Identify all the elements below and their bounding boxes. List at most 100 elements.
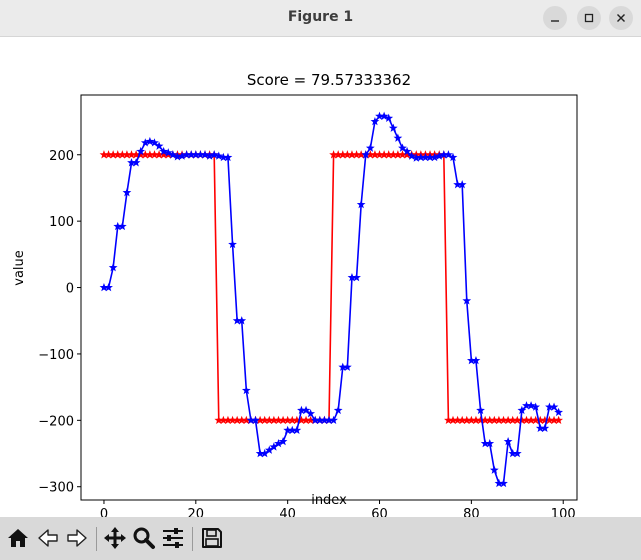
series-layer — [99, 111, 563, 488]
data-point-marker — [352, 150, 361, 159]
data-point-marker — [535, 423, 545, 433]
data-point-marker — [485, 415, 495, 425]
data-point-marker — [214, 151, 224, 160]
data-point-marker — [163, 148, 173, 157]
y-tick-label: −200 — [38, 414, 74, 429]
close-icon — [617, 14, 625, 22]
data-point-marker — [398, 143, 407, 152]
data-point-marker — [145, 150, 155, 159]
data-point-marker — [554, 415, 563, 425]
data-point-marker — [297, 405, 306, 415]
toolbar-separator — [96, 527, 97, 551]
data-point-marker — [517, 415, 527, 425]
data-point-marker — [485, 438, 495, 448]
data-point-marker — [260, 415, 270, 425]
y-tick-label: 200 — [49, 149, 74, 164]
data-point-marker — [549, 402, 559, 411]
data-point-marker — [292, 415, 302, 425]
data-point-marker — [375, 111, 384, 120]
data-point-marker — [145, 136, 155, 146]
prediction-series — [99, 111, 563, 488]
data-point-marker — [287, 425, 297, 435]
data-point-marker — [370, 116, 380, 126]
data-point-marker — [430, 152, 439, 162]
data-point-marker — [113, 221, 123, 231]
x-tick-label: 20 — [188, 507, 205, 517]
data-point-marker — [251, 415, 260, 425]
x-tick-label: 100 — [551, 507, 576, 517]
figure-canvas[interactable]: Score = 79.57333362 0 20 40 60 80 100 −300 −20… — [0, 37, 641, 522]
maximize-button[interactable] — [577, 6, 601, 30]
data-point-marker — [223, 152, 233, 162]
pan-button[interactable] — [102, 525, 128, 551]
data-point-marker — [503, 436, 513, 446]
data-point-marker — [338, 150, 348, 159]
data-point-marker — [237, 415, 247, 425]
configure-subplots-button[interactable] — [160, 525, 186, 551]
toolbar-separator — [192, 527, 193, 551]
save-button[interactable] — [199, 525, 225, 551]
data-point-marker — [467, 415, 476, 425]
home-button[interactable] — [5, 525, 31, 551]
data-point-marker — [140, 138, 150, 147]
data-point-marker — [306, 409, 315, 418]
data-point-marker — [269, 442, 279, 451]
data-point-marker — [453, 415, 462, 425]
data-point-marker — [274, 438, 283, 448]
data-point-marker — [448, 152, 458, 162]
data-point-marker — [131, 150, 141, 159]
data-point-marker — [117, 150, 127, 159]
y-tick-label: 0 — [66, 282, 74, 297]
data-point-marker — [182, 150, 191, 159]
data-point-marker — [278, 415, 288, 425]
data-point-marker — [113, 150, 123, 159]
x-tick-label: 0 — [100, 507, 108, 517]
data-point-marker — [402, 146, 412, 156]
data-point-marker — [264, 415, 274, 425]
data-point-marker — [512, 415, 522, 425]
data-point-marker — [343, 150, 352, 159]
data-point-marker — [154, 150, 164, 159]
data-point-marker — [531, 415, 541, 425]
data-point-marker — [499, 415, 508, 425]
data-point-marker — [108, 150, 118, 159]
data-point-marker — [444, 415, 453, 425]
data-point-marker — [347, 150, 357, 159]
window-title: Figure 1 — [287, 9, 354, 25]
navigation-toolbar — [0, 517, 641, 560]
data-point-marker — [407, 151, 417, 160]
data-point-marker — [196, 150, 205, 159]
data-point-marker — [122, 150, 132, 159]
data-point-marker — [480, 415, 490, 425]
data-point-marker — [554, 407, 563, 417]
data-point-marker — [535, 415, 545, 425]
save-floppy-icon — [202, 528, 222, 548]
y-tick-label: 100 — [49, 215, 74, 230]
data-point-marker — [416, 152, 426, 162]
data-point-marker — [370, 150, 380, 159]
back-button[interactable] — [35, 525, 61, 551]
x-tick-label: 80 — [463, 507, 480, 517]
data-point-marker — [402, 150, 412, 159]
line-chart: Score = 79.57333362 0 20 40 60 80 100 −300 −20… — [12, 71, 578, 522]
data-point-marker — [480, 438, 490, 448]
data-point-marker — [140, 150, 150, 159]
zoom-button[interactable] — [131, 525, 157, 551]
data-point-marker — [379, 150, 389, 159]
data-point-marker — [457, 415, 467, 425]
forward-button[interactable] — [64, 525, 90, 551]
data-point-marker — [508, 448, 518, 458]
data-point-marker — [324, 415, 334, 425]
data-point-marker — [508, 415, 518, 425]
data-point-marker — [283, 415, 293, 425]
data-point-marker — [228, 415, 237, 425]
data-point-marker — [104, 282, 113, 292]
data-point-marker — [136, 150, 146, 159]
data-point-marker — [453, 180, 462, 189]
data-point-marker — [177, 151, 187, 160]
data-point-marker — [517, 405, 527, 415]
minimize-button[interactable] — [543, 6, 567, 30]
close-button[interactable] — [609, 6, 633, 30]
chart-title: Score = 79.57333362 — [247, 71, 411, 89]
